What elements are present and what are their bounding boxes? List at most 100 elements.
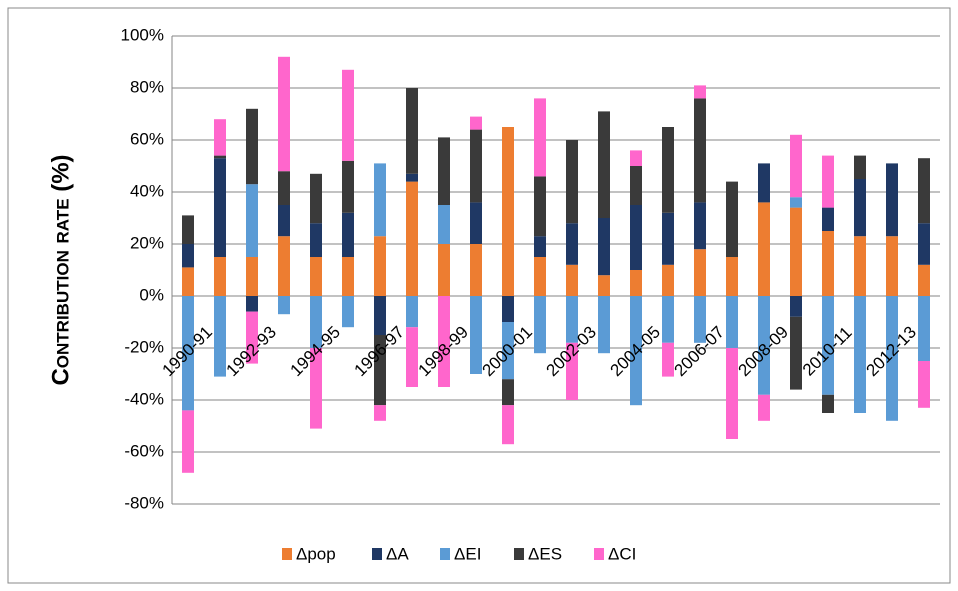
y-tick-label: 0% [139,285,164,304]
bar-segment [502,379,514,406]
bar-segment [182,244,194,268]
bar-segment [438,244,450,296]
bar-segment [758,202,770,296]
bar-segment [822,207,834,231]
bar-segment [790,207,802,296]
bar-segment [214,158,226,257]
bar-segment [310,173,322,224]
legend-swatch [372,548,382,560]
bar-segment [918,361,930,408]
bar-segment [214,257,226,296]
legend-swatch [514,548,524,560]
bar-segment [246,257,258,296]
bar-segment [566,264,578,296]
bar-segment [726,348,738,439]
bar-segment [598,296,610,354]
bar-segment [374,163,386,237]
bar-segment [406,173,418,182]
legend-swatch [282,548,292,560]
bar-segment [214,296,226,377]
bar-segment [438,296,450,387]
bar-segment [694,296,706,343]
bar-segment [182,410,194,473]
legend-label: ΔES [528,544,562,563]
bar-segment [438,205,450,244]
y-axis-label: Contribution rate (%) [47,154,74,385]
legend-swatch [594,548,604,560]
legend-label: ΔEI [454,544,481,563]
bar-segment [726,296,738,348]
bar-segment [854,155,866,179]
bar-segment [790,134,802,198]
bar-segment [630,270,642,296]
bar-segment [886,236,898,296]
bar-segment [662,342,674,377]
y-tick-label: 40% [130,181,164,200]
bar-segment [598,218,610,276]
bar-segment [854,179,866,237]
bar-segment [534,296,546,354]
y-tick-label: 20% [130,233,164,252]
bar-segment [790,296,802,317]
y-tick-label: -40% [124,389,164,408]
bar-segment [598,275,610,296]
legend-label: ΔCI [608,544,636,563]
bar-segment [182,267,194,296]
bar-segment [694,98,706,203]
bar-segment [278,236,290,296]
bar-segment [438,137,450,205]
bar-segment [886,296,898,421]
bar-segment [342,296,354,328]
bar-segment [470,129,482,203]
bar-segment [374,405,386,421]
bar-segment [598,111,610,218]
bar-segment [694,249,706,296]
bar-segment [342,69,354,161]
bar-segment [918,264,930,296]
bar-segment [662,127,674,213]
bar-segment [246,311,258,364]
bar-segment [406,88,418,174]
bar-segment [342,212,354,257]
bar-segment [790,197,802,208]
chart-border [7,7,951,584]
bar-segment [854,296,866,413]
bar-segment [790,316,802,390]
bar-segment [758,394,770,421]
bar-segment [214,119,226,156]
bar-segment [374,236,386,296]
bar-segment [566,140,578,224]
bar-segment [918,296,930,361]
bar-segment [630,205,642,270]
bar-segment [246,108,258,185]
y-tick-label: -20% [124,337,164,356]
bar-segment [822,296,834,395]
y-tick-label: 80% [130,77,164,96]
bar-segment [470,116,482,130]
bar-segment [310,348,322,429]
bar-segment [822,231,834,296]
bar-segment [406,181,418,296]
bar-segment [214,155,226,159]
y-tick-label: 100% [121,25,164,44]
bar-segment [342,257,354,296]
bar-segment [726,257,738,296]
bar-segment [662,296,674,343]
bar-segment [342,160,354,213]
bar-segment [406,296,418,328]
y-tick-label: -60% [124,441,164,460]
bar-segment [758,163,770,203]
bar-segment [662,212,674,265]
bar-segment [918,158,930,224]
bar-segment [534,98,546,177]
bar-segment [310,223,322,257]
bar-segment [278,171,290,205]
bar-segment [758,296,770,395]
bar-segment [374,296,386,335]
bar-segment [470,296,482,374]
legend-label: ΔA [386,544,409,563]
legend-label: Δpop [296,544,336,563]
bar-segment [374,335,386,406]
bar-segment [854,236,866,296]
